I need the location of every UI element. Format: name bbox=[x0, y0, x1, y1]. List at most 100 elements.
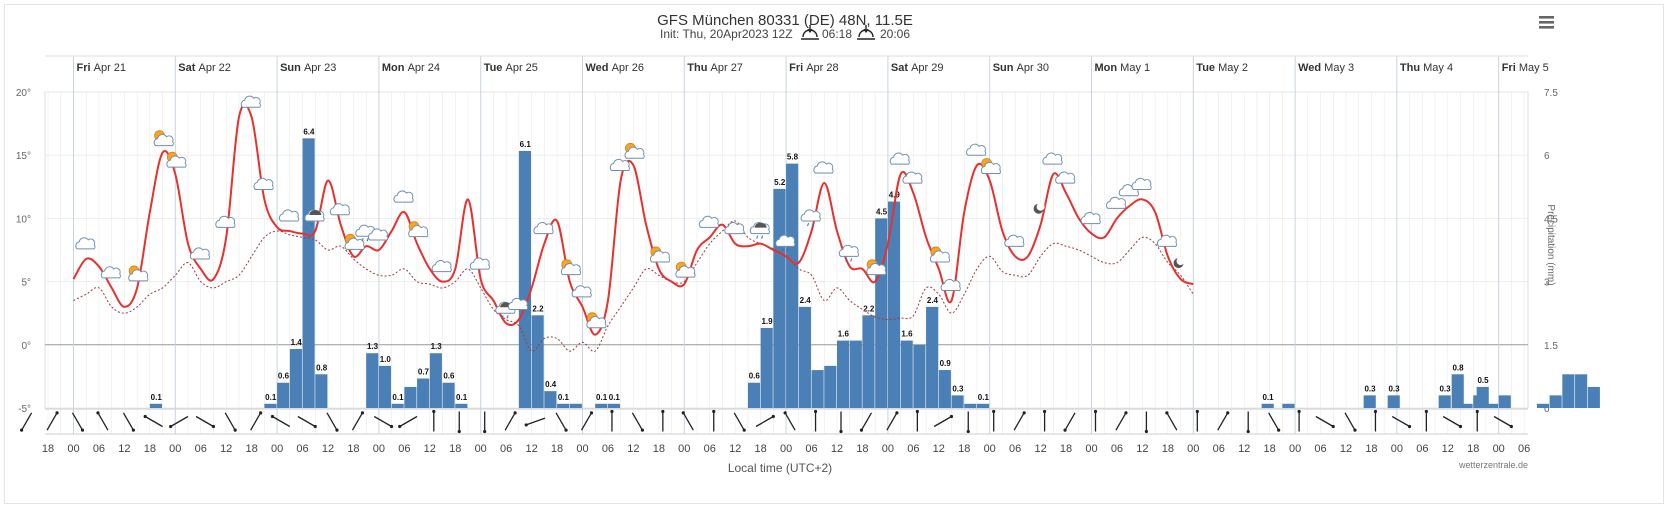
precip-label: 1.6 bbox=[901, 330, 913, 339]
precip-bar bbox=[518, 150, 531, 408]
cloud-shape bbox=[329, 203, 350, 216]
precip-bar bbox=[149, 403, 162, 408]
wind-head bbox=[859, 428, 864, 432]
sunrise-time: 06:18 bbox=[822, 27, 852, 41]
cloud-icon bbox=[507, 297, 529, 311]
hour-label: 12 bbox=[1238, 443, 1250, 455]
hour-label: 06 bbox=[1111, 443, 1123, 455]
hour-label: 18 bbox=[1060, 443, 1072, 455]
precip-bar bbox=[824, 365, 837, 408]
precip-label: 0.1 bbox=[392, 393, 404, 402]
day-label: Tue May 2 bbox=[1196, 62, 1248, 74]
wind-arrow bbox=[20, 412, 33, 432]
precip-label: 0.3 bbox=[1439, 384, 1451, 393]
day-label: Fri Apr 21 bbox=[77, 62, 127, 74]
wind-head bbox=[1165, 411, 1169, 415]
wind-arrow bbox=[1013, 411, 1026, 431]
cloud-icon bbox=[1080, 211, 1101, 225]
precip-label: 6.4 bbox=[303, 127, 315, 136]
wind-shaft bbox=[933, 415, 952, 428]
hour-label: 06 bbox=[296, 443, 308, 455]
wind-arrow bbox=[1442, 415, 1463, 429]
precip-bar bbox=[455, 403, 468, 408]
wind-shaft bbox=[1013, 412, 1025, 431]
precip-bar bbox=[1549, 395, 1562, 408]
wind-head bbox=[96, 411, 100, 415]
hour-label: 00 bbox=[678, 443, 690, 455]
chart-subtitle: Init: Thu, 20Apr2023 12Z 06:18 20:06 bbox=[660, 25, 910, 41]
hour-label: 12 bbox=[1442, 443, 1454, 455]
wind-head bbox=[1144, 429, 1148, 434]
precip-label: 0.3 bbox=[952, 384, 964, 393]
chart-frame bbox=[4, 4, 1664, 504]
wind-arrow bbox=[1165, 411, 1178, 431]
y-right-tick: 4.5 bbox=[1544, 214, 1558, 225]
rain-drop bbox=[310, 222, 313, 227]
cloud-icon bbox=[1042, 152, 1063, 165]
y-right-tick: 3 bbox=[1544, 278, 1550, 289]
cloud-shape bbox=[1055, 171, 1076, 184]
wind-arrow bbox=[326, 412, 339, 432]
day-label: Tue Apr 25 bbox=[484, 62, 538, 74]
wind-arrow bbox=[992, 409, 996, 432]
cloud-icon bbox=[240, 95, 261, 108]
wind-shaft bbox=[97, 412, 109, 431]
cloud-shape bbox=[624, 146, 645, 159]
hour-label: 12 bbox=[1034, 443, 1046, 455]
hour-label: 00 bbox=[1187, 443, 1199, 455]
wind-shaft bbox=[1115, 412, 1127, 431]
rain-drop bbox=[781, 248, 784, 252]
wind-arrow bbox=[1493, 415, 1513, 429]
cloud-shape bbox=[431, 260, 452, 273]
cloud-icon bbox=[1055, 171, 1076, 184]
cloud-shape bbox=[469, 257, 490, 270]
precip-label: 0.6 bbox=[278, 372, 290, 381]
hour-label: 12 bbox=[322, 443, 334, 455]
cloud-shape bbox=[929, 250, 951, 263]
day-label: Sat Apr 29 bbox=[891, 62, 944, 74]
precip-bar bbox=[1460, 403, 1473, 408]
rain-drop bbox=[506, 315, 509, 319]
precip-bar bbox=[849, 340, 862, 408]
y-left-tick: -5° bbox=[18, 404, 31, 415]
hour-label: 00 bbox=[1493, 443, 1505, 455]
cloud-shape bbox=[649, 250, 671, 263]
rain-icon bbox=[775, 234, 796, 252]
hour-label: 00 bbox=[1085, 443, 1097, 455]
wind-head bbox=[813, 409, 818, 414]
cloud-shape bbox=[980, 161, 1001, 174]
wind-arrow bbox=[1144, 411, 1148, 434]
rain-drop bbox=[361, 238, 364, 242]
wind-head bbox=[1509, 424, 1513, 429]
cloud-shape bbox=[813, 161, 834, 174]
moon-cut bbox=[1176, 257, 1185, 266]
precip-bar bbox=[938, 370, 951, 408]
wind-shaft bbox=[144, 415, 163, 428]
wind-head bbox=[839, 429, 843, 434]
hour-label: 18 bbox=[653, 443, 665, 455]
wind-arrow bbox=[1268, 412, 1281, 432]
wind-head bbox=[270, 414, 275, 419]
day-label: Fri Apr 28 bbox=[789, 62, 839, 74]
wind-arrow bbox=[631, 412, 645, 432]
hour-label: 12 bbox=[933, 443, 945, 455]
precip-bar bbox=[798, 306, 811, 408]
cloud-icon bbox=[253, 177, 274, 190]
precip-bar bbox=[1536, 403, 1549, 408]
wind-head bbox=[432, 409, 436, 414]
wind-arrow bbox=[1424, 409, 1428, 432]
precip-bar bbox=[264, 403, 277, 408]
precip-bar bbox=[404, 386, 417, 408]
wind-arrows bbox=[20, 409, 1513, 434]
cloud-icon bbox=[215, 215, 236, 228]
precipitation-labels: 0.1 0.10.61.46.40.81.31.00.10.71.30.60.16… bbox=[151, 127, 1489, 401]
wind-arrow bbox=[524, 417, 546, 427]
wind-arrow bbox=[661, 409, 665, 432]
wind-shaft bbox=[1493, 415, 1512, 428]
wind-arrow bbox=[966, 411, 970, 434]
sunset-time: 20:06 bbox=[880, 27, 910, 41]
wind-head bbox=[564, 428, 568, 432]
wind-arrow bbox=[351, 411, 365, 431]
hamburger-menu-icon[interactable] bbox=[1539, 16, 1554, 29]
cloud-shape bbox=[800, 209, 821, 222]
